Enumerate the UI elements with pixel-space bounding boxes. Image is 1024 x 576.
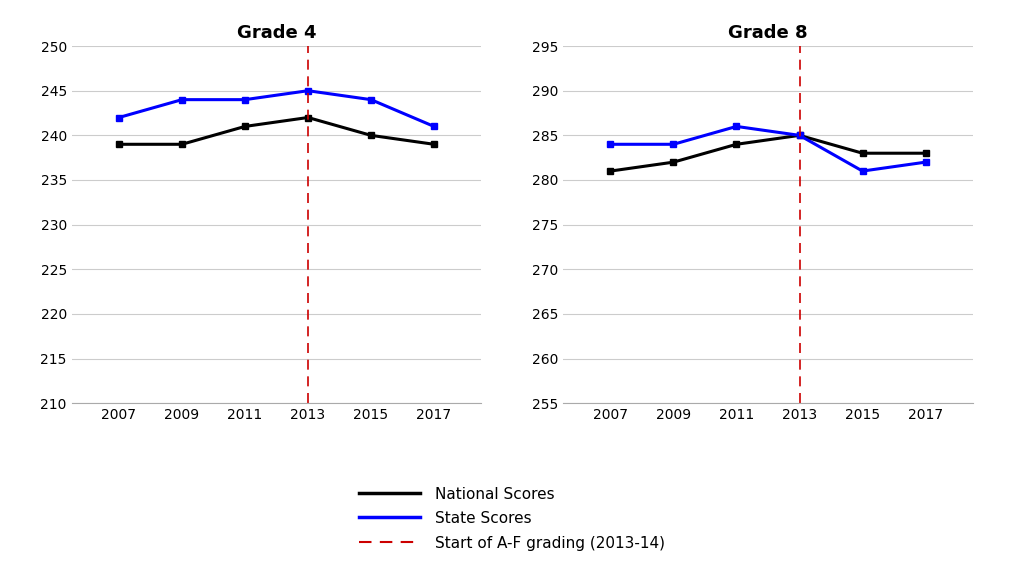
Title: Grade 8: Grade 8 xyxy=(728,24,808,41)
Legend: National Scores, State Scores, Start of A-F grading (2013-14): National Scores, State Scores, Start of … xyxy=(352,481,672,557)
Title: Grade 4: Grade 4 xyxy=(237,24,316,41)
